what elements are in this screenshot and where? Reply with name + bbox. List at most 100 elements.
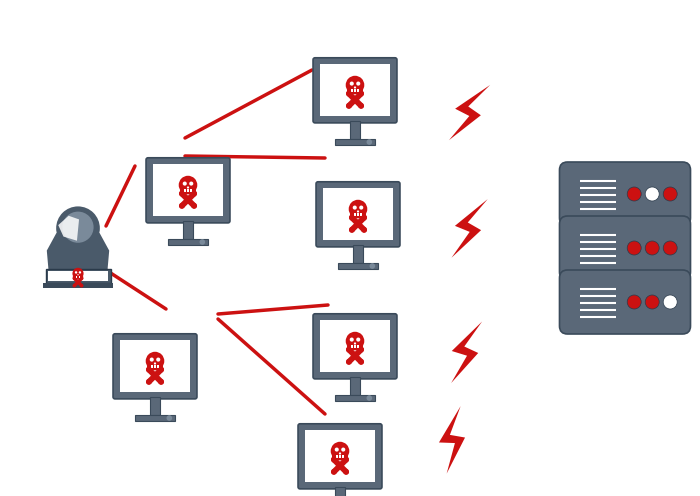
- Circle shape: [663, 295, 677, 309]
- Bar: [46, 269, 111, 283]
- FancyBboxPatch shape: [316, 182, 400, 247]
- Circle shape: [178, 176, 197, 194]
- Circle shape: [191, 203, 197, 209]
- FancyBboxPatch shape: [347, 341, 363, 349]
- Bar: [153, 165, 223, 216]
- Circle shape: [199, 239, 205, 245]
- Polygon shape: [449, 85, 490, 140]
- Circle shape: [346, 91, 352, 97]
- Circle shape: [189, 182, 193, 186]
- Circle shape: [156, 358, 160, 362]
- Circle shape: [154, 363, 156, 365]
- Circle shape: [150, 358, 154, 362]
- FancyBboxPatch shape: [347, 85, 363, 93]
- FancyBboxPatch shape: [350, 209, 366, 217]
- Circle shape: [187, 186, 189, 188]
- Circle shape: [349, 215, 355, 221]
- Circle shape: [56, 206, 100, 250]
- Bar: [350, 377, 360, 395]
- Circle shape: [331, 469, 337, 475]
- Circle shape: [167, 415, 172, 421]
- Bar: [323, 188, 393, 240]
- Bar: [151, 365, 153, 369]
- Circle shape: [350, 338, 354, 342]
- Bar: [351, 89, 353, 92]
- FancyBboxPatch shape: [298, 424, 382, 489]
- Circle shape: [353, 205, 357, 210]
- Circle shape: [80, 284, 83, 287]
- Circle shape: [354, 342, 356, 345]
- Circle shape: [73, 268, 83, 279]
- Circle shape: [361, 227, 367, 233]
- Circle shape: [645, 241, 659, 255]
- Bar: [320, 64, 391, 116]
- Bar: [335, 395, 375, 401]
- Polygon shape: [47, 221, 109, 280]
- Polygon shape: [58, 216, 79, 241]
- Bar: [183, 221, 193, 239]
- Bar: [43, 283, 113, 288]
- Circle shape: [645, 187, 659, 201]
- Circle shape: [346, 359, 352, 365]
- Circle shape: [343, 469, 349, 475]
- FancyBboxPatch shape: [559, 162, 690, 226]
- Bar: [354, 89, 356, 92]
- Circle shape: [80, 277, 83, 280]
- Circle shape: [346, 332, 364, 350]
- Circle shape: [357, 210, 359, 213]
- FancyBboxPatch shape: [146, 158, 230, 223]
- FancyBboxPatch shape: [332, 451, 348, 459]
- Bar: [335, 487, 345, 496]
- Polygon shape: [439, 406, 465, 474]
- Bar: [190, 189, 192, 192]
- Bar: [354, 213, 356, 216]
- FancyBboxPatch shape: [147, 361, 163, 370]
- Circle shape: [78, 271, 81, 274]
- Bar: [350, 121, 360, 139]
- Circle shape: [75, 271, 77, 274]
- Circle shape: [346, 76, 364, 94]
- Circle shape: [183, 182, 187, 186]
- Bar: [168, 239, 208, 246]
- FancyBboxPatch shape: [559, 216, 690, 280]
- Circle shape: [146, 367, 152, 372]
- Circle shape: [359, 205, 363, 210]
- Bar: [340, 455, 341, 458]
- Circle shape: [358, 103, 364, 109]
- Circle shape: [361, 215, 367, 221]
- FancyBboxPatch shape: [180, 185, 196, 193]
- Circle shape: [350, 81, 354, 86]
- Circle shape: [370, 263, 375, 269]
- Circle shape: [77, 274, 78, 275]
- Circle shape: [73, 284, 76, 287]
- Bar: [342, 455, 344, 458]
- Circle shape: [179, 203, 185, 209]
- Circle shape: [356, 338, 360, 342]
- Circle shape: [146, 352, 164, 371]
- Circle shape: [358, 359, 364, 365]
- Bar: [357, 345, 358, 348]
- Polygon shape: [452, 199, 488, 258]
- Circle shape: [346, 103, 352, 109]
- Bar: [184, 189, 186, 192]
- Bar: [335, 139, 375, 145]
- Circle shape: [627, 295, 641, 309]
- Bar: [338, 263, 378, 269]
- Circle shape: [62, 212, 94, 243]
- Circle shape: [627, 241, 641, 255]
- Circle shape: [73, 277, 76, 280]
- Circle shape: [179, 191, 185, 197]
- Bar: [135, 415, 175, 421]
- Circle shape: [349, 227, 355, 233]
- Circle shape: [191, 191, 197, 197]
- Polygon shape: [451, 321, 482, 383]
- Circle shape: [645, 295, 659, 309]
- Bar: [157, 365, 158, 369]
- Circle shape: [663, 187, 677, 201]
- FancyBboxPatch shape: [113, 334, 197, 399]
- Circle shape: [367, 139, 372, 145]
- Bar: [120, 340, 190, 392]
- Bar: [337, 455, 338, 458]
- Circle shape: [331, 457, 337, 463]
- Circle shape: [356, 81, 360, 86]
